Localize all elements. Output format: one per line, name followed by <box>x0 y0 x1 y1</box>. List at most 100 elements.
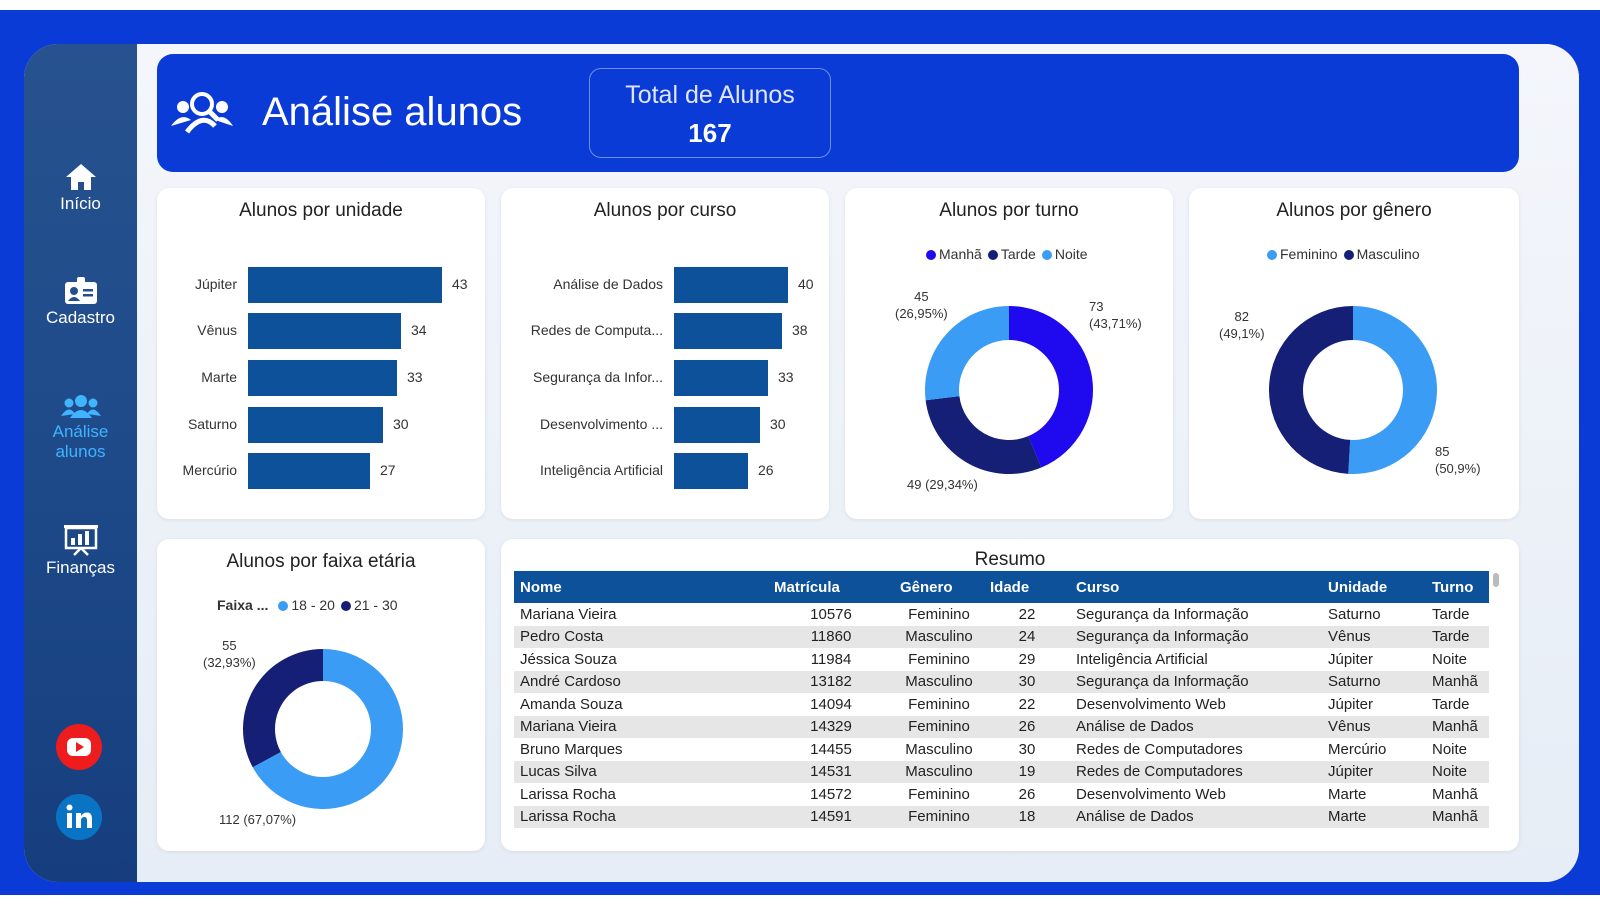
table-cell: Segurança da Informação <box>1070 625 1322 648</box>
donut-data-label: 82 (49,1%) <box>1219 309 1265 341</box>
bar <box>674 453 748 489</box>
donut-data-label: 49 (29,34%) <box>907 477 978 492</box>
table-cell: Manhã <box>1426 715 1489 738</box>
chart-card-turno: Alunos por turno Manhã Tarde Noite 73 (43,71… <box>845 188 1173 519</box>
legend-item-label: Masculino <box>1356 246 1420 262</box>
donut-data-pct: (43,71%) <box>1089 316 1142 331</box>
chart-title: Alunos por turno <box>939 200 1079 221</box>
chart-title: Alunos por curso <box>593 200 737 221</box>
table-cell: 26 <box>984 715 1070 738</box>
bar-category-label: Marte <box>201 369 237 385</box>
bar-value-label: 33 <box>778 369 794 385</box>
table-cell: Saturno <box>1322 670 1426 693</box>
summary-table-card: Resumo Nome Matrícula Gênero Idade Curso Unid… <box>501 539 1519 851</box>
table-cell: 14531 <box>768 760 894 783</box>
bar-value-label: 40 <box>798 276 814 292</box>
legend-swatch <box>987 250 998 261</box>
nav-item-inicio[interactable]: Início <box>24 162 137 214</box>
table-cell: 14455 <box>810 740 852 758</box>
main-content: Análise alunos Total de Alunos 167 Aluno… <box>137 44 1579 882</box>
table-cell: Segurança da Informação <box>1076 605 1249 623</box>
presentation-chart-icon <box>63 525 98 556</box>
table-cell: 11984 <box>810 650 852 668</box>
table-row: Bruno Marques 14455 Masculino 30 Redes de Co… <box>514 738 1489 761</box>
table-header-cell[interactable]: Gênero <box>894 571 984 603</box>
legend-title: Faixa ... <box>217 597 269 613</box>
bar <box>674 407 760 443</box>
donut-data-label: 45 (26,95%) <box>895 289 948 321</box>
donut-slice <box>1009 306 1094 468</box>
table-cell: Pedro Costa <box>514 625 768 648</box>
donut-chart <box>925 306 1094 475</box>
table-cell: Desenvolvimento Web <box>1076 695 1226 713</box>
kpi-value: 167 <box>688 118 732 148</box>
legend-swatch <box>926 250 936 261</box>
table-header-cell[interactable]: Turno <box>1426 571 1489 603</box>
bar-value-label: 38 <box>792 322 808 338</box>
table-cell: Júpiter <box>1322 760 1426 783</box>
table-header-cell[interactable]: Curso <box>1070 571 1322 603</box>
bar <box>248 313 401 349</box>
legend-item-label: Noite <box>1054 246 1088 262</box>
kpi-label: Total de Alunos <box>625 81 795 109</box>
legend-item-label: Feminino <box>1280 246 1338 262</box>
legend-item-label: 21 - 30 <box>353 597 398 613</box>
table-cell: Vênus <box>1322 715 1426 738</box>
table-cell: 18 <box>984 805 1070 828</box>
table-row: Larissa Rocha 14572 Feminino 26 Desenvolvime… <box>514 783 1489 806</box>
table-header-cell[interactable]: Nome <box>514 571 768 603</box>
table-header-cell[interactable]: Unidade <box>1322 571 1426 603</box>
table-cell: Marte <box>1322 805 1426 828</box>
bar-category-label: Análise de Dados <box>553 276 663 292</box>
chart-card-genero: Alunos por gênero Feminino Masculino 85 (50… <box>1189 188 1519 519</box>
bar-value-label: 30 <box>770 416 786 432</box>
chart-card-faixa-etaria: Alunos por faixa etária Faixa ... 18 - 20… <box>157 539 485 851</box>
table-cell: 14591 <box>768 805 894 828</box>
table-scroll-area[interactable]: Nome Matrícula Gênero Idade Curso Unidade Turn… <box>514 571 1489 829</box>
table-cell: Redes de Computadores <box>1076 740 1243 758</box>
bar <box>248 267 442 303</box>
table-cell: Análise de Dados <box>1070 715 1322 738</box>
nav-item-cadastro[interactable]: Cadastro <box>24 276 137 328</box>
table-cell: Desenvolvimento Web <box>1076 785 1226 803</box>
bar-category-label: Segurança da Infor... <box>533 369 663 385</box>
donut-data-label: 55 (32,93%) <box>203 638 256 670</box>
table-cell: Manhã <box>1426 670 1489 693</box>
donut-chart <box>1268 306 1437 474</box>
table-cell: 10576 <box>810 605 852 623</box>
donut-chart <box>243 649 403 809</box>
table-cell: Feminino <box>894 715 984 738</box>
legend-swatch <box>1041 250 1052 261</box>
table-cell: Redes de Computadores <box>1070 760 1322 783</box>
bar-value-label: 34 <box>411 322 427 338</box>
users-search-icon <box>171 92 233 134</box>
sidebar: Início Cadastro Análise alunos Finanças <box>24 44 137 882</box>
table-cell: Tarde <box>1432 695 1470 713</box>
nav-item-analise-alunos[interactable]: Análise alunos <box>24 392 137 462</box>
bar-category-label: Vênus <box>197 322 237 338</box>
table-cell: Feminino <box>908 605 970 623</box>
dashboard-panel: Início Cadastro Análise alunos Finanças <box>24 44 1579 882</box>
table-cell: Larissa Rocha <box>520 785 616 803</box>
table-cell: Vênus <box>1322 625 1426 648</box>
donut-data-label: 112 (67,07%) <box>219 812 297 827</box>
header-banner: Análise alunos Total de Alunos 167 <box>157 54 1519 172</box>
legend-swatch <box>1267 250 1277 261</box>
donut-slice <box>252 649 403 809</box>
table-cell: Tarde <box>1426 625 1489 648</box>
table-row: Lucas Silva 14531 Masculino 19 Redes de Comp… <box>514 760 1489 783</box>
bar <box>248 453 370 489</box>
table-cell: Tarde <box>1432 605 1470 623</box>
table-cell: Manhã <box>1432 785 1478 803</box>
chart-title: Alunos por gênero <box>1276 200 1432 221</box>
legend-item-label: 18 - 20 <box>291 597 335 613</box>
linkedin-icon[interactable] <box>56 794 102 840</box>
nav-item-financas[interactable]: Finanças <box>24 524 137 578</box>
table-header-cell[interactable]: Idade <box>984 571 1070 603</box>
table-header-cell[interactable]: Matrícula <box>768 571 894 603</box>
table-cell: 22 <box>1018 605 1036 623</box>
table-cell: Manhã <box>1426 805 1489 828</box>
table-scrollbar[interactable] <box>1493 573 1499 587</box>
table-cell: 29 <box>1018 650 1036 668</box>
youtube-icon[interactable] <box>56 724 102 770</box>
